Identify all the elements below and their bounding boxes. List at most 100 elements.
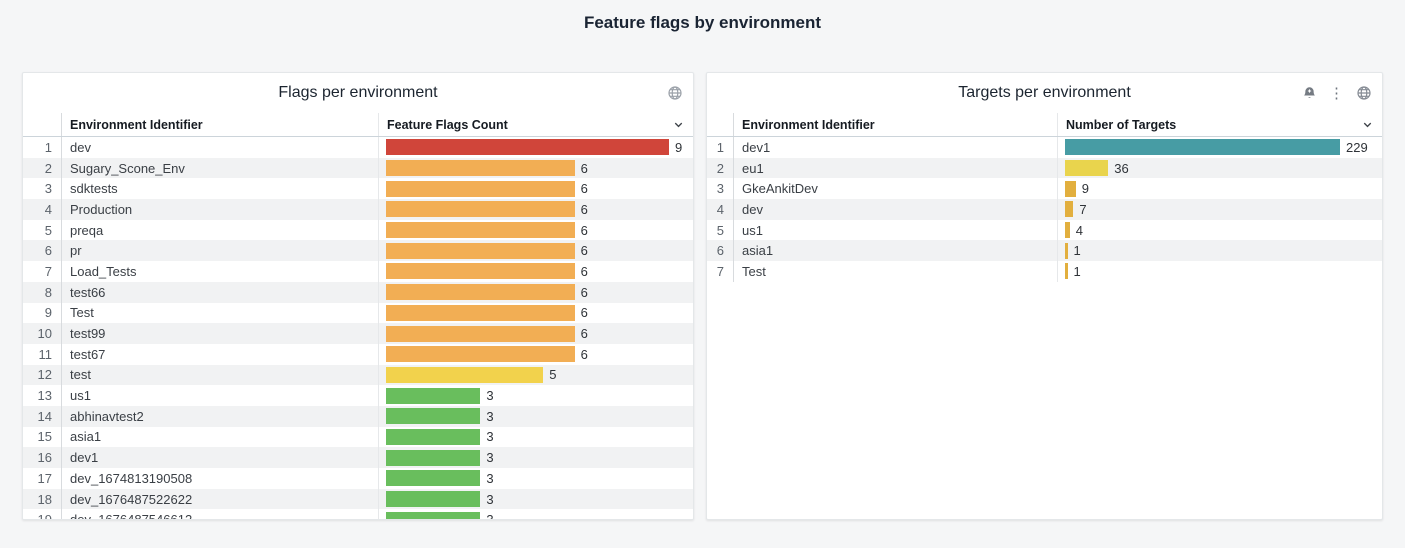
row-number: 7	[23, 261, 61, 282]
bar-gauge	[1065, 243, 1068, 259]
environment-name-cell: test66	[61, 282, 378, 303]
table-row: 7Load_Tests 6	[23, 261, 693, 282]
table-row: 3GkeAnkitDev9	[707, 178, 1382, 199]
row-number: 11	[23, 344, 61, 365]
bar-cell: 1	[1057, 240, 1382, 261]
bar-cell: 9	[1057, 178, 1382, 199]
bar-value: 6	[581, 243, 588, 258]
bar-value: 5	[549, 367, 556, 382]
bar-value: 3	[486, 409, 493, 424]
bar-gauge	[386, 491, 480, 507]
environment-name-cell: sdktests	[61, 178, 378, 199]
panel-targets-per-environment: Targets per environment ⋮	[706, 72, 1383, 520]
table-row: 19dev_16764875466123	[23, 509, 693, 519]
panel-header: Flags per environment	[23, 73, 693, 113]
table-row: 3sdktests6	[23, 178, 693, 199]
bar-cell: 6	[378, 178, 693, 199]
chevron-down-icon[interactable]	[1361, 118, 1374, 131]
alert-bell-icon[interactable]	[1302, 86, 1317, 101]
kebab-menu-icon[interactable]: ⋮	[1329, 86, 1344, 101]
table-row: 1dev1229	[707, 137, 1382, 158]
bar-cell: 4	[1057, 220, 1382, 241]
row-number: 5	[23, 220, 61, 241]
bar-cell: 3	[378, 489, 693, 510]
environment-name-cell: dev1	[61, 447, 378, 468]
bar-value: 6	[581, 305, 588, 320]
bar-gauge	[1065, 222, 1070, 238]
bar-cell: 6	[378, 199, 693, 220]
environment-name-cell: dev_1674813190508	[61, 468, 378, 489]
row-number: 4	[707, 199, 733, 220]
table-row: 9Test6	[23, 303, 693, 324]
bar-cell: 3	[378, 427, 693, 448]
bar-value: 9	[675, 140, 682, 155]
column-header-feature-flags-count[interactable]: Feature Flags Count	[378, 113, 693, 136]
table-row: 10test99 6	[23, 323, 693, 344]
bar-cell: 3	[378, 468, 693, 489]
bar-cell: 6	[378, 240, 693, 261]
panel-icon-group	[667, 73, 683, 113]
row-number: 15	[23, 427, 61, 448]
bar-value: 36	[1114, 161, 1128, 176]
row-number: 6	[23, 240, 61, 261]
bar-value: 6	[581, 264, 588, 279]
column-header-environment-identifier[interactable]: Environment Identifier	[61, 113, 378, 136]
row-number: 6	[707, 240, 733, 261]
row-number: 19	[23, 509, 61, 519]
column-header-number-of-targets[interactable]: Number of Targets	[1057, 113, 1382, 136]
row-number: 7	[707, 261, 733, 282]
bar-value: 3	[486, 471, 493, 486]
row-number: 3	[23, 178, 61, 199]
bar-cell: 6	[378, 303, 693, 324]
panels-row: Flags per environment Environment Identi…	[22, 72, 1383, 520]
column-header-environment-identifier[interactable]: Environment Identifier	[733, 113, 1057, 136]
environment-name-cell: us1	[61, 385, 378, 406]
environment-name-cell: test99	[61, 323, 378, 344]
bar-value: 3	[486, 512, 493, 519]
table-body: 1dev92Sugary_Scone_Env63sdktests64Produc…	[23, 137, 693, 519]
bar-value: 6	[581, 202, 588, 217]
dashboard-title: Feature flags by environment	[0, 0, 1405, 72]
table-row: 11test676	[23, 344, 693, 365]
environment-name-cell: abhinavtest2	[61, 406, 378, 427]
environment-name-cell: pr	[61, 240, 378, 261]
table-row: 14abhinavtest23	[23, 406, 693, 427]
table-row: 7Test 1	[707, 261, 1382, 282]
bar-value: 9	[1082, 181, 1089, 196]
bar-value: 3	[486, 492, 493, 507]
panel-header: Targets per environment ⋮	[707, 73, 1382, 113]
row-number: 8	[23, 282, 61, 303]
environment-name-cell: us1	[733, 220, 1057, 241]
bar-gauge	[386, 263, 575, 279]
row-number: 10	[23, 323, 61, 344]
bar-gauge	[1065, 181, 1076, 197]
environment-name-cell: Load_Tests	[61, 261, 378, 282]
bar-value: 229	[1346, 140, 1368, 155]
environment-name-cell: dev_1676487522622	[61, 489, 378, 510]
environment-name-cell: dev	[733, 199, 1057, 220]
globe-icon[interactable]	[667, 85, 683, 101]
chevron-down-icon[interactable]	[672, 118, 685, 131]
bar-gauge	[386, 346, 575, 362]
bar-gauge	[386, 450, 480, 466]
globe-icon[interactable]	[1356, 85, 1372, 101]
row-number: 5	[707, 220, 733, 241]
bar-value: 1	[1074, 264, 1081, 279]
row-number: 2	[23, 158, 61, 179]
bar-gauge	[386, 388, 480, 404]
bar-value: 6	[581, 326, 588, 341]
bar-gauge	[1065, 201, 1073, 217]
bar-cell: 36	[1057, 158, 1382, 179]
bar-cell: 9	[378, 137, 693, 158]
bar-cell: 3	[378, 406, 693, 427]
table-row: 15asia13	[23, 427, 693, 448]
bar-cell: 6	[378, 344, 693, 365]
table-row: 5us14	[707, 220, 1382, 241]
row-number: 13	[23, 385, 61, 406]
bar-cell: 229	[1057, 137, 1382, 158]
bar-cell: 1	[1057, 261, 1382, 282]
bar-cell: 3	[378, 447, 693, 468]
environment-name-cell: eu1	[733, 158, 1057, 179]
bar-gauge	[386, 305, 575, 321]
environment-name-cell: Test	[733, 261, 1057, 282]
